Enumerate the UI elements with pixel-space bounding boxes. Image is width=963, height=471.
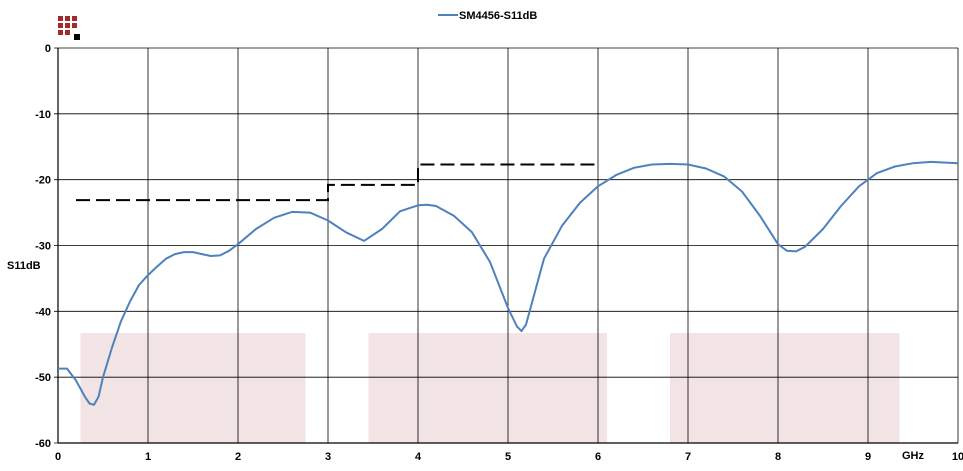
shaded-band-2: [368, 333, 607, 443]
series-layer: [58, 160, 959, 406]
x-tick-label: 4: [415, 451, 422, 463]
logo-icon: [58, 16, 80, 40]
x-axis-ticks: 0 1 2 3 4 5 6 7 8 9 10: [55, 451, 963, 463]
x-tick-label: 2: [235, 451, 241, 463]
series-line-1: [58, 160, 959, 406]
x-tick-label: 10: [952, 451, 963, 463]
legend-label: SM4456-S11dB: [459, 10, 537, 22]
x-tick-label: 8: [775, 451, 781, 463]
x-axis-unit: GHz: [902, 450, 925, 462]
x-tick-label: 6: [595, 451, 601, 463]
shaded-band-1: [80, 333, 306, 443]
x-tick-label: 1: [145, 451, 151, 463]
y-tick-label: -40: [35, 306, 51, 318]
grid: [54, 47, 959, 444]
y-tick-label: 0: [45, 43, 51, 55]
x-tick-label: 5: [505, 451, 511, 463]
y-tick-label: -60: [35, 438, 51, 450]
x-tick-label: 0: [55, 451, 61, 463]
y-tick-label: -50: [35, 372, 51, 384]
shaded-band-3: [670, 333, 900, 443]
limit-line-path: [76, 163, 598, 202]
legend: SM4456-S11dB: [438, 10, 537, 22]
x-tick-label: 7: [685, 451, 691, 463]
x-tick-label: 9: [865, 451, 871, 463]
y-tick-label: -20: [35, 175, 51, 187]
y-tick-label: -30: [35, 241, 51, 253]
shaded-bands: [80, 333, 900, 443]
y-axis-ticks: 0 -10 -20 -30 -40 -50 -60: [35, 43, 51, 450]
y-axis-title: S11dB: [7, 260, 41, 272]
x-tick-label: 3: [325, 451, 331, 463]
y-tick-label: -10: [35, 109, 51, 121]
limit-line: [76, 163, 598, 202]
